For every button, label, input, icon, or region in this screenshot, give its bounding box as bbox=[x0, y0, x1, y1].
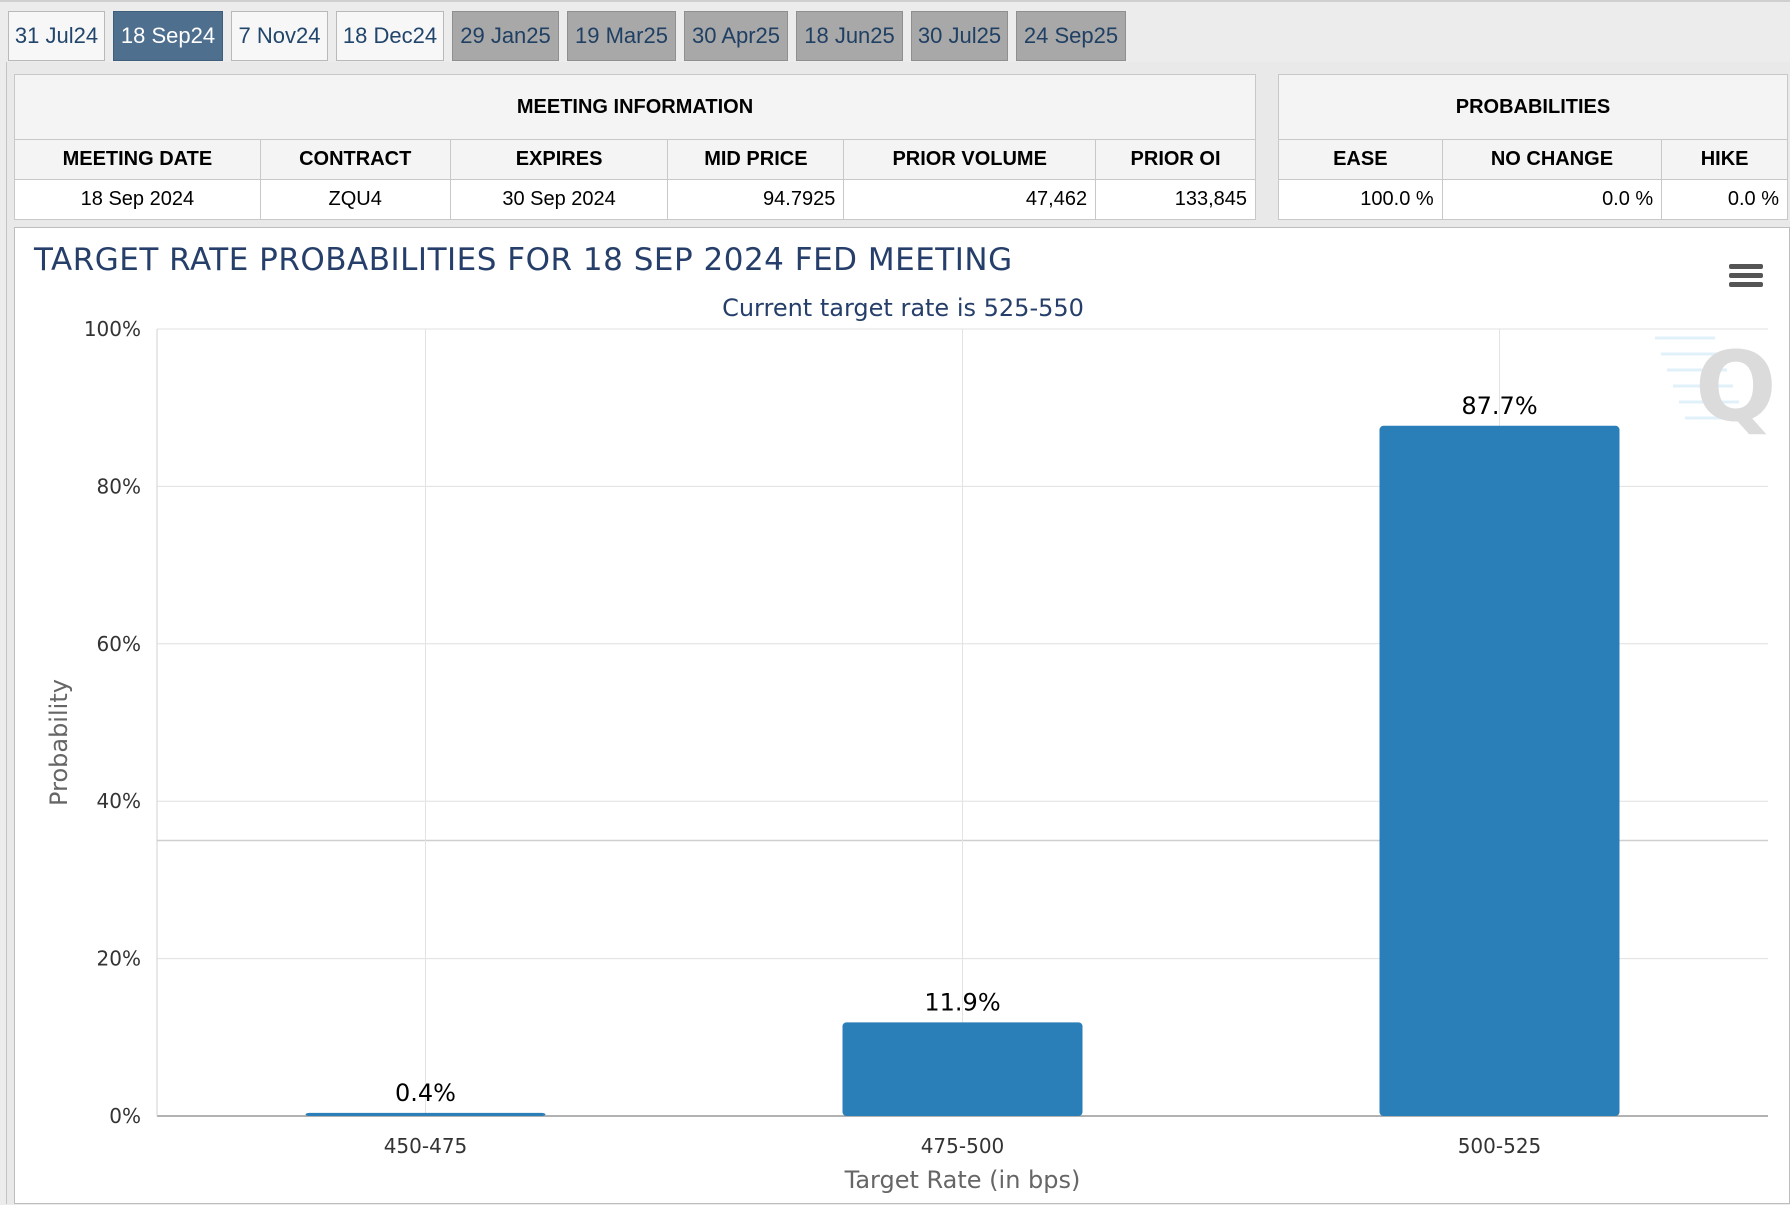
bar-value-label: 11.9% bbox=[924, 988, 1000, 1016]
q-logo-watermark: Q bbox=[1655, 331, 1777, 443]
mid-price-cell: 94.7925 bbox=[667, 179, 845, 220]
y-tick-label: 20% bbox=[97, 947, 141, 971]
column-header-expires: EXPIRES bbox=[449, 139, 669, 180]
column-header-contract: CONTRACT bbox=[259, 139, 451, 180]
tab-18-jun25[interactable]: 18 Jun25 bbox=[796, 11, 903, 61]
y-tick-label: 80% bbox=[97, 474, 141, 498]
x-tick-label: 450-475 bbox=[384, 1134, 468, 1158]
x-tick-label: 500-525 bbox=[1458, 1134, 1542, 1158]
meeting-information-table: MEETING INFORMATION MEETING DATE CONTRAC… bbox=[14, 74, 1256, 220]
tab-7-nov24[interactable]: 7 Nov24 bbox=[231, 11, 328, 61]
x-axis-title: Target Rate (in bps) bbox=[844, 1166, 1081, 1194]
bar-500-525 bbox=[1379, 425, 1620, 1116]
y-tick-label: 100% bbox=[84, 317, 141, 341]
tab-30-apr25[interactable]: 30 Apr25 bbox=[684, 11, 788, 61]
column-header-hike: HIKE bbox=[1661, 139, 1788, 180]
x-tick-label: 475-500 bbox=[921, 1134, 1005, 1158]
table-row: 18 Sep 2024 ZQU4 30 Sep 2024 94.7925 47,… bbox=[14, 179, 1256, 220]
y-tick-label: 40% bbox=[97, 789, 141, 813]
meeting-information-heading: MEETING INFORMATION bbox=[14, 74, 1256, 140]
y-tick-label: 0% bbox=[109, 1104, 141, 1128]
meeting-tab-bar: 31 Jul24 18 Sep24 7 Nov24 18 Dec24 29 Jan25 1… bbox=[0, 0, 1790, 62]
column-header-meeting-date: MEETING DATE bbox=[14, 139, 261, 180]
probabilities-heading: PROBABILITIES bbox=[1278, 74, 1788, 140]
tab-30-jul25[interactable]: 30 Jul25 bbox=[911, 11, 1008, 61]
column-header-ease: EASE bbox=[1278, 139, 1443, 180]
ease-cell: 100.0 % bbox=[1278, 179, 1443, 220]
expires-cell: 30 Sep 2024 bbox=[449, 179, 669, 220]
contract-cell: ZQU4 bbox=[259, 179, 451, 220]
y-tick-label: 60% bbox=[97, 632, 141, 656]
table-row: 100.0 % 0.0 % 0.0 % bbox=[1278, 179, 1788, 220]
tab-18-dec24[interactable]: 18 Dec24 bbox=[336, 11, 444, 61]
chart-title: TARGET RATE PROBABILITIES FOR 18 SEP 202… bbox=[34, 242, 1013, 278]
column-header-no-change: NO CHANGE bbox=[1441, 139, 1663, 180]
bar-chart-plot: 0% 20% 40% 60% 80% 100% 0.4% 450-475 11.9% 475-50… bbox=[45, 317, 1777, 1194]
bar-475-500 bbox=[842, 1022, 1083, 1116]
hamburger-menu-icon[interactable] bbox=[1729, 264, 1763, 292]
no-change-cell: 0.0 % bbox=[1441, 179, 1663, 220]
svg-text:Q: Q bbox=[1695, 331, 1777, 443]
chart-subtitle: Current target rate is 525-550 bbox=[722, 294, 1084, 322]
column-header-prior-volume: PRIOR VOLUME bbox=[843, 139, 1097, 180]
prior-volume-cell: 47,462 bbox=[843, 179, 1097, 220]
chart-container: TARGET RATE PROBABILITIES FOR 18 SEP 202… bbox=[14, 227, 1790, 1204]
meeting-date-cell: 18 Sep 2024 bbox=[14, 179, 261, 220]
probabilities-table: PROBABILITIES EASE NO CHANGE HIKE 100.0 … bbox=[1278, 74, 1788, 220]
tab-18-sep24[interactable]: 18 Sep24 bbox=[113, 11, 223, 61]
column-header-mid-price: MID PRICE bbox=[667, 139, 845, 180]
tab-19-mar25[interactable]: 19 Mar25 bbox=[567, 11, 676, 61]
prior-oi-cell: 133,845 bbox=[1095, 179, 1256, 220]
bar-value-label: 87.7% bbox=[1461, 392, 1537, 420]
tab-29-jan25[interactable]: 29 Jan25 bbox=[452, 11, 559, 61]
tab-24-sep25[interactable]: 24 Sep25 bbox=[1016, 11, 1126, 61]
hike-cell: 0.0 % bbox=[1661, 179, 1788, 220]
tab-31-jul24[interactable]: 31 Jul24 bbox=[8, 11, 105, 61]
y-axis-title: Probability bbox=[45, 679, 73, 806]
bar-450-475 bbox=[305, 1112, 546, 1116]
bar-value-label: 0.4% bbox=[395, 1079, 456, 1107]
column-header-prior-oi: PRIOR OI bbox=[1095, 139, 1256, 180]
